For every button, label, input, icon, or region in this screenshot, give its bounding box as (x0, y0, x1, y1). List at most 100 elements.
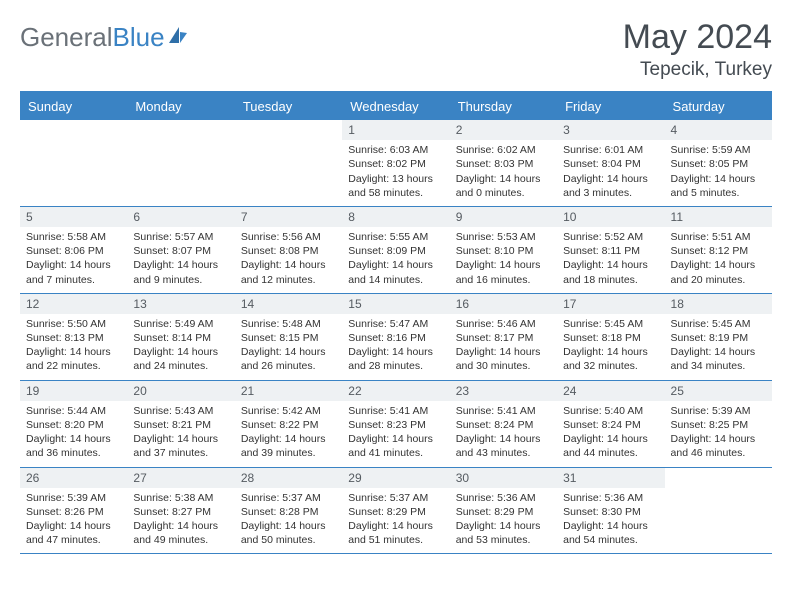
daylight-text: Daylight: 14 hours and 14 minutes. (348, 258, 443, 286)
daylight-text: Daylight: 14 hours and 9 minutes. (133, 258, 228, 286)
calendar-day: 11Sunrise: 5:51 AMSunset: 8:12 PMDayligh… (665, 207, 772, 293)
calendar-day: 28Sunrise: 5:37 AMSunset: 8:28 PMDayligh… (235, 468, 342, 554)
sunrise-text: Sunrise: 5:41 AM (348, 404, 443, 418)
calendar-day: 22Sunrise: 5:41 AMSunset: 8:23 PMDayligh… (342, 381, 449, 467)
day-number: 25 (665, 381, 772, 401)
daylight-text: Daylight: 14 hours and 44 minutes. (563, 432, 658, 460)
calendar-day: 5Sunrise: 5:58 AMSunset: 8:06 PMDaylight… (20, 207, 127, 293)
sunset-text: Sunset: 8:10 PM (456, 244, 551, 258)
sunrise-text: Sunrise: 5:53 AM (456, 230, 551, 244)
daylight-text: Daylight: 14 hours and 43 minutes. (456, 432, 551, 460)
calendar-week: 5Sunrise: 5:58 AMSunset: 8:06 PMDaylight… (20, 207, 772, 294)
sunset-text: Sunset: 8:20 PM (26, 418, 121, 432)
location-subtitle: Tepecik, Turkey (623, 59, 772, 81)
sunrise-text: Sunrise: 5:45 AM (563, 317, 658, 331)
sunrise-text: Sunrise: 5:56 AM (241, 230, 336, 244)
daylight-text: Daylight: 14 hours and 26 minutes. (241, 345, 336, 373)
day-number (235, 120, 342, 140)
sunrise-text: Sunrise: 5:42 AM (241, 404, 336, 418)
calendar-day: 14Sunrise: 5:48 AMSunset: 8:15 PMDayligh… (235, 294, 342, 380)
sunset-text: Sunset: 8:04 PM (563, 157, 658, 171)
sunrise-text: Sunrise: 6:01 AM (563, 143, 658, 157)
calendar-day: 4Sunrise: 5:59 AMSunset: 8:05 PMDaylight… (665, 120, 772, 206)
day-number: 21 (235, 381, 342, 401)
daylight-text: Daylight: 14 hours and 34 minutes. (671, 345, 766, 373)
calendar-day: 30Sunrise: 5:36 AMSunset: 8:29 PMDayligh… (450, 468, 557, 554)
calendar-day: 21Sunrise: 5:42 AMSunset: 8:22 PMDayligh… (235, 381, 342, 467)
sunset-text: Sunset: 8:02 PM (348, 157, 443, 171)
sunset-text: Sunset: 8:21 PM (133, 418, 228, 432)
sunset-text: Sunset: 8:24 PM (563, 418, 658, 432)
sunset-text: Sunset: 8:16 PM (348, 331, 443, 345)
calendar-day (235, 120, 342, 206)
calendar-day: 27Sunrise: 5:38 AMSunset: 8:27 PMDayligh… (127, 468, 234, 554)
sunrise-text: Sunrise: 5:57 AM (133, 230, 228, 244)
day-number: 27 (127, 468, 234, 488)
sunset-text: Sunset: 8:24 PM (456, 418, 551, 432)
daylight-text: Daylight: 14 hours and 32 minutes. (563, 345, 658, 373)
sunset-text: Sunset: 8:17 PM (456, 331, 551, 345)
sunrise-text: Sunrise: 5:47 AM (348, 317, 443, 331)
day-number: 16 (450, 294, 557, 314)
day-number: 24 (557, 381, 664, 401)
daylight-text: Daylight: 14 hours and 22 minutes. (26, 345, 121, 373)
calendar-day: 19Sunrise: 5:44 AMSunset: 8:20 PMDayligh… (20, 381, 127, 467)
sunset-text: Sunset: 8:08 PM (241, 244, 336, 258)
month-title: May 2024 (623, 18, 772, 57)
day-number: 26 (20, 468, 127, 488)
sunset-text: Sunset: 8:29 PM (348, 505, 443, 519)
calendar-day: 23Sunrise: 5:41 AMSunset: 8:24 PMDayligh… (450, 381, 557, 467)
calendar-day: 16Sunrise: 5:46 AMSunset: 8:17 PMDayligh… (450, 294, 557, 380)
weekday-label: Sunday (20, 93, 127, 120)
day-number (665, 468, 772, 488)
day-number: 14 (235, 294, 342, 314)
day-number: 28 (235, 468, 342, 488)
day-number: 9 (450, 207, 557, 227)
day-number: 19 (20, 381, 127, 401)
day-number: 29 (342, 468, 449, 488)
weekday-label: Monday (127, 93, 234, 120)
weekday-label: Tuesday (235, 93, 342, 120)
daylight-text: Daylight: 14 hours and 47 minutes. (26, 519, 121, 547)
day-number: 8 (342, 207, 449, 227)
weekday-label: Saturday (665, 93, 772, 120)
sunset-text: Sunset: 8:07 PM (133, 244, 228, 258)
calendar-week: 1Sunrise: 6:03 AMSunset: 8:02 PMDaylight… (20, 120, 772, 207)
calendar-day: 10Sunrise: 5:52 AMSunset: 8:11 PMDayligh… (557, 207, 664, 293)
day-number: 6 (127, 207, 234, 227)
daylight-text: Daylight: 14 hours and 16 minutes. (456, 258, 551, 286)
day-number: 18 (665, 294, 772, 314)
daylight-text: Daylight: 13 hours and 58 minutes. (348, 172, 443, 200)
calendar-day: 29Sunrise: 5:37 AMSunset: 8:29 PMDayligh… (342, 468, 449, 554)
calendar-day: 2Sunrise: 6:02 AMSunset: 8:03 PMDaylight… (450, 120, 557, 206)
daylight-text: Daylight: 14 hours and 53 minutes. (456, 519, 551, 547)
sunrise-text: Sunrise: 5:38 AM (133, 491, 228, 505)
calendar-day (665, 468, 772, 554)
sunrise-text: Sunrise: 5:36 AM (456, 491, 551, 505)
calendar-day: 7Sunrise: 5:56 AMSunset: 8:08 PMDaylight… (235, 207, 342, 293)
calendar-day: 13Sunrise: 5:49 AMSunset: 8:14 PMDayligh… (127, 294, 234, 380)
title-block: May 2024 Tepecik, Turkey (623, 18, 772, 81)
sunrise-text: Sunrise: 5:59 AM (671, 143, 766, 157)
calendar: Sunday Monday Tuesday Wednesday Thursday… (20, 91, 772, 554)
calendar-day: 17Sunrise: 5:45 AMSunset: 8:18 PMDayligh… (557, 294, 664, 380)
daylight-text: Daylight: 14 hours and 36 minutes. (26, 432, 121, 460)
sunset-text: Sunset: 8:11 PM (563, 244, 658, 258)
brand-part1: General (20, 22, 113, 53)
sunset-text: Sunset: 8:12 PM (671, 244, 766, 258)
day-number: 15 (342, 294, 449, 314)
sunset-text: Sunset: 8:13 PM (26, 331, 121, 345)
calendar-day: 31Sunrise: 5:36 AMSunset: 8:30 PMDayligh… (557, 468, 664, 554)
day-number: 4 (665, 120, 772, 140)
sunset-text: Sunset: 8:03 PM (456, 157, 551, 171)
calendar-day: 15Sunrise: 5:47 AMSunset: 8:16 PMDayligh… (342, 294, 449, 380)
day-number: 11 (665, 207, 772, 227)
sunset-text: Sunset: 8:05 PM (671, 157, 766, 171)
daylight-text: Daylight: 14 hours and 41 minutes. (348, 432, 443, 460)
calendar-week: 12Sunrise: 5:50 AMSunset: 8:13 PMDayligh… (20, 294, 772, 381)
day-number: 31 (557, 468, 664, 488)
calendar-day: 25Sunrise: 5:39 AMSunset: 8:25 PMDayligh… (665, 381, 772, 467)
calendar-day: 18Sunrise: 5:45 AMSunset: 8:19 PMDayligh… (665, 294, 772, 380)
daylight-text: Daylight: 14 hours and 7 minutes. (26, 258, 121, 286)
sunset-text: Sunset: 8:28 PM (241, 505, 336, 519)
